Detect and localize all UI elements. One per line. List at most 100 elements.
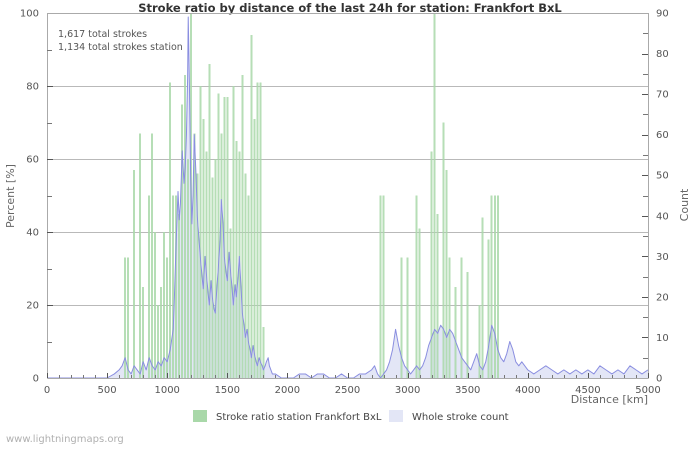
bar [400,257,403,378]
legend-item[interactable]: Stroke ratio station Frankfort BxL [193,410,382,423]
bar [448,257,451,378]
bar [142,286,145,378]
bar [184,75,187,379]
bar [478,305,481,378]
annotation-total-strokes-station: 1,134 total strokes station [58,42,183,53]
count-line [47,16,649,379]
bar [496,195,499,378]
bar [151,133,154,378]
bar [229,228,232,378]
legend-item[interactable]: Whole stroke count [389,410,509,423]
bar [193,133,196,378]
bar [253,118,256,378]
bar [220,133,223,378]
bar [199,86,202,378]
bar [418,228,421,378]
bar [493,195,496,378]
x-tick-label: 4500 [575,385,600,396]
legend-label-ratio: Stroke ratio station Frankfort BxL [216,412,382,423]
x-tick-label: 0 [44,385,50,396]
bar [154,232,157,378]
bar [232,86,235,378]
x-tick-label: 3000 [395,385,420,396]
bar [379,195,382,378]
y2-tick-label: 70 [656,90,669,101]
bar [433,13,436,378]
x-tick-label: 500 [98,385,117,396]
bar [139,133,142,378]
y-axis-count: 0 10 20 30 40 50 60 70 80 90 [642,9,669,385]
legend-swatch-count [389,410,403,422]
y2-tick-label: 90 [656,9,669,20]
bar [217,93,220,379]
bar [235,140,238,378]
bar [259,82,262,378]
bar [175,195,178,378]
y-tick-label: 20 [26,301,39,312]
stroke-ratio-bars [124,13,499,379]
bar [169,82,172,378]
bar [124,257,127,378]
bar [181,104,184,378]
x-tick-label: 1000 [154,385,179,396]
bar [256,82,259,378]
y-tick-label: 60 [26,155,39,166]
y2-tick-label: 60 [656,130,669,141]
y-tick-label: 0 [33,374,39,385]
bar [127,257,130,378]
y2-tick-label: 0 [656,374,662,385]
bar [166,257,169,378]
bar [481,217,484,378]
bar [430,151,433,378]
bar [148,195,151,378]
bar [208,64,211,378]
chart-title: Stroke ratio by distance of the last 24h… [138,1,562,15]
x-tick-label: 1500 [215,385,240,396]
x-tick-label: 4000 [515,385,540,396]
y-tick-label: 100 [20,9,39,20]
grid-lines [47,86,648,306]
x-tick-label: 2500 [335,385,360,396]
bar [133,169,136,378]
bar [214,159,217,378]
bar [436,213,439,378]
bar [382,195,385,378]
bar [241,75,244,379]
bar [187,159,190,378]
x-tick-label: 2000 [275,385,300,396]
y-tick-label: 40 [26,228,39,239]
site-watermark: www.lightningmaps.org [6,434,124,445]
bar [262,326,265,378]
bar [226,96,229,378]
bar [157,305,160,378]
chart-legend: Stroke ratio station Frankfort BxL Whole … [193,410,509,423]
bar [202,118,205,378]
y-tick-label: 80 [26,82,39,93]
x-tick-label: 5000 [635,385,660,396]
bar [223,96,226,378]
y-axis-percent: 0 20 40 60 80 100 [20,9,53,385]
bar [445,169,448,378]
y2-tick-label: 50 [656,171,669,182]
x-tick-label: 3500 [455,385,480,396]
bar [163,232,166,378]
y2-axis-title: Count [678,188,691,221]
x-axis: 0 500 1000 1500 2000 2500 3000 3500 4000 4500 5000 [44,373,661,396]
y2-tick-label: 10 [656,333,669,344]
bar [442,122,445,378]
bar [490,195,493,378]
y2-tick-label: 20 [656,292,669,303]
bar [211,177,214,378]
y2-tick-label: 40 [656,211,669,222]
legend-label-count: Whole stroke count [412,412,509,423]
bar [406,257,409,378]
bar [178,213,181,378]
y-axis-title: Percent [%] [4,164,17,228]
bar [196,173,199,378]
bar [160,286,163,378]
bar [250,34,253,379]
bar [415,195,418,378]
y2-tick-label: 80 [656,49,669,60]
